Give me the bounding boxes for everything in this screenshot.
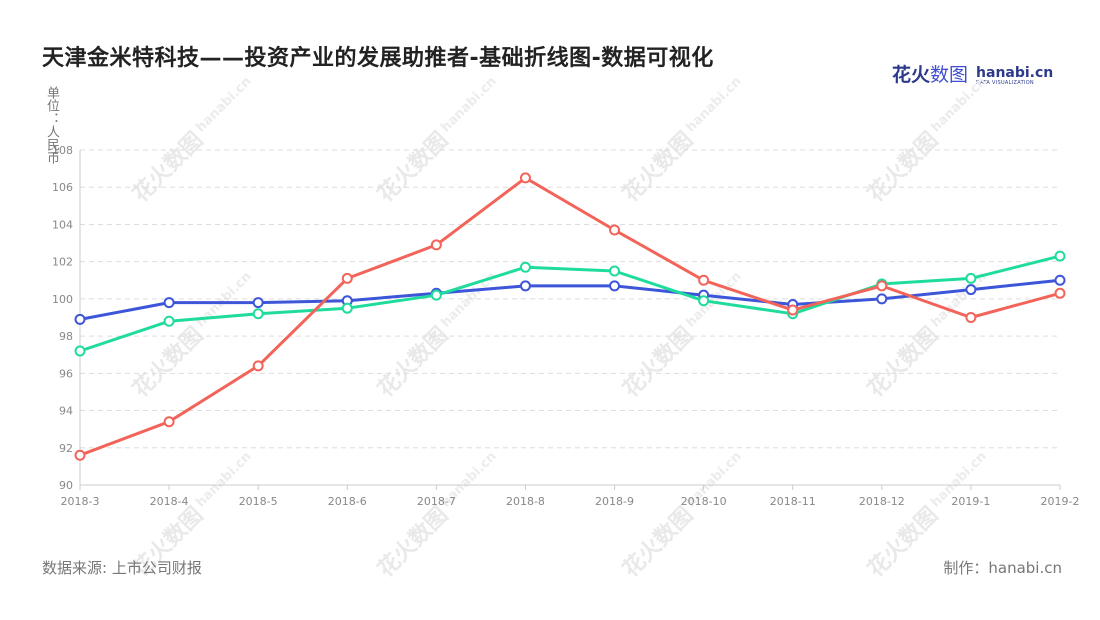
- svg-text:花火数图: 花火数图: [863, 322, 944, 403]
- y-tick-label: 90: [59, 479, 73, 492]
- svg-text:花火数图: 花火数图: [128, 322, 209, 403]
- y-tick-label: 96: [59, 367, 73, 380]
- data-point[interactable]: [519, 261, 531, 273]
- data-point[interactable]: [519, 172, 531, 184]
- x-tick-label: 2018-8: [506, 495, 545, 508]
- data-point[interactable]: [876, 293, 888, 305]
- svg-text:花火数图: 花火数图: [128, 127, 209, 208]
- data-point[interactable]: [430, 239, 442, 251]
- data-point[interactable]: [163, 416, 175, 428]
- data-point[interactable]: [965, 272, 977, 284]
- x-tick-label: 2018-4: [150, 495, 189, 508]
- series-line-3: [74, 172, 1066, 461]
- x-tick-label: 2018-9: [595, 495, 634, 508]
- data-point[interactable]: [698, 295, 710, 307]
- y-tick-label: 106: [52, 181, 73, 194]
- y-tick-label: 108: [52, 144, 73, 157]
- x-tick-label: 2019-2: [1041, 495, 1080, 508]
- y-tick-label: 100: [52, 293, 73, 306]
- svg-text:花火数图: 花火数图: [863, 502, 944, 583]
- data-point[interactable]: [341, 302, 353, 314]
- hanabi-logo: 花火数图 hanabi.cn DATA VISUALIZATION: [892, 60, 1053, 87]
- data-point[interactable]: [519, 280, 531, 292]
- data-point[interactable]: [74, 345, 86, 357]
- logo-en: hanabi.cn DATA VISUALIZATION: [976, 66, 1053, 87]
- data-point[interactable]: [341, 272, 353, 284]
- series-path: [79, 176, 1061, 457]
- svg-text:hanabi.cn: hanabi.cn: [683, 74, 744, 135]
- grid-lines: [79, 149, 1060, 486]
- x-tick-label: 2019-1: [951, 495, 990, 508]
- data-point[interactable]: [787, 304, 799, 316]
- data-point[interactable]: [1054, 287, 1066, 299]
- y-axis-ticks: 90 92 94 96 98 100 102 104 106 108: [52, 144, 73, 492]
- data-point[interactable]: [965, 284, 977, 296]
- data-point[interactable]: [609, 224, 621, 236]
- logo-brand: hanabi.cn: [976, 65, 1054, 81]
- y-tick-label: 94: [59, 405, 73, 418]
- logo-subtitle: DATA VISUALIZATION: [976, 80, 1034, 86]
- data-point[interactable]: [1054, 250, 1066, 262]
- data-point[interactable]: [1054, 274, 1066, 286]
- data-point[interactable]: [252, 297, 264, 309]
- data-point[interactable]: [74, 313, 86, 325]
- series-layer: [74, 172, 1066, 461]
- data-point[interactable]: [609, 280, 621, 292]
- svg-text:花火数图: 花火数图: [618, 322, 699, 403]
- page-title: 天津金米特科技——投资产业的发展助推者-基础折线图-数据可视化: [42, 46, 714, 71]
- y-tick-label: 104: [52, 218, 73, 231]
- svg-text:hanabi.cn: hanabi.cn: [193, 269, 254, 330]
- data-point[interactable]: [163, 297, 175, 309]
- y-tick-label: 92: [59, 442, 73, 455]
- x-tick-label: 2018-6: [328, 495, 367, 508]
- x-tick-label: 2018-10: [681, 495, 727, 508]
- svg-text:花火数图: 花火数图: [618, 127, 699, 208]
- svg-text:hanabi.cn: hanabi.cn: [193, 74, 254, 135]
- svg-text:hanabi.cn: hanabi.cn: [438, 74, 499, 135]
- series-path: [79, 278, 1061, 321]
- data-point[interactable]: [74, 449, 86, 461]
- x-axis-ticks: 2018-3 2018-4 2018-5 2018-6 2018-7 2018-8 2018…: [61, 485, 1080, 508]
- data-point[interactable]: [698, 274, 710, 286]
- data-point[interactable]: [252, 308, 264, 320]
- data-point[interactable]: [965, 312, 977, 323]
- svg-text:花火数图: 花火数图: [373, 322, 454, 403]
- x-tick-label: 2018-11: [770, 495, 816, 508]
- data-point[interactable]: [876, 280, 888, 292]
- data-source: 数据来源: 上市公司财报: [42, 559, 202, 577]
- svg-text:花火数图: 花火数图: [618, 502, 699, 583]
- y-tick-label: 98: [59, 330, 73, 343]
- x-tick-label: 2018-3: [61, 495, 100, 508]
- svg-text:hanabi.cn: hanabi.cn: [928, 74, 989, 135]
- svg-text:花火数图: 花火数图: [373, 502, 454, 583]
- x-tick-label: 2018-7: [417, 495, 456, 508]
- svg-text:花火数图: 花火数图: [373, 127, 454, 208]
- series-line-1: [74, 274, 1066, 325]
- data-point[interactable]: [430, 289, 442, 301]
- credit-link[interactable]: 制作：hanabi.cn: [943, 559, 1062, 577]
- data-point[interactable]: [163, 315, 175, 327]
- logo-zh: 花火数图: [892, 64, 969, 86]
- y-axis-unit-label: 单位：人民币: [44, 86, 59, 164]
- y-tick-label: 102: [52, 256, 73, 269]
- data-point[interactable]: [609, 265, 621, 277]
- x-tick-label: 2018-5: [239, 495, 278, 508]
- data-point[interactable]: [252, 360, 264, 372]
- svg-text:花火数图: 花火数图: [863, 127, 944, 208]
- x-tick-label: 2018-12: [859, 495, 905, 508]
- series-path: [79, 254, 1061, 353]
